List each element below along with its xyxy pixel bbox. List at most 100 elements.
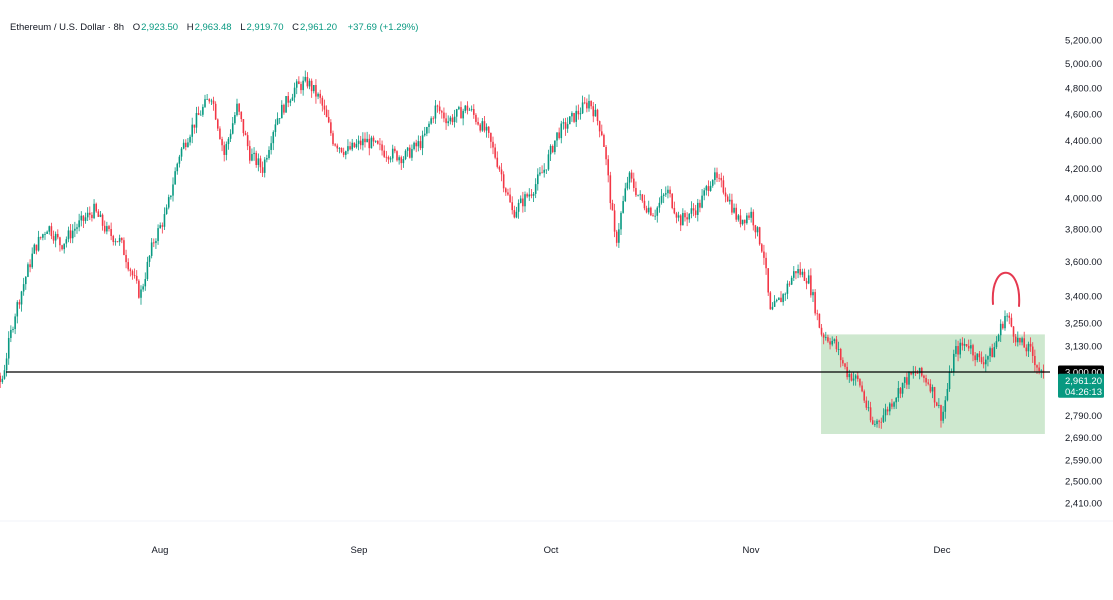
candle-body	[458, 107, 460, 110]
candle-body	[716, 172, 718, 178]
candle	[886, 406, 889, 416]
candle	[430, 116, 432, 125]
candle	[1010, 313, 1013, 328]
candle	[7, 331, 10, 365]
candle	[278, 118, 281, 124]
candle	[54, 231, 57, 248]
candle	[302, 76, 304, 96]
candle	[445, 112, 447, 130]
candle-body	[665, 193, 667, 195]
candle-body	[285, 96, 287, 113]
candle-body	[118, 237, 121, 242]
candle	[901, 382, 904, 398]
candle	[443, 107, 445, 123]
candle-body	[660, 195, 663, 203]
candle-body	[522, 198, 524, 207]
candle-body	[901, 382, 904, 394]
price-axis[interactable]: 5,200.00 5,000.00 4,800.00 4,600.00 4,400.00…	[1065, 36, 1102, 510]
candle	[330, 119, 332, 136]
candle-body	[353, 142, 356, 148]
candle	[266, 154, 268, 163]
candle	[620, 211, 622, 235]
time-axis[interactable]: Aug Sep Oct Nov Dec	[0, 520, 1113, 556]
candle	[1029, 337, 1032, 352]
price-tick-label: 2,790.00	[1065, 411, 1102, 422]
candle-body	[1010, 317, 1013, 327]
candle	[581, 95, 584, 114]
candle-body	[534, 184, 537, 194]
candle-body	[940, 405, 942, 421]
candle	[865, 396, 868, 411]
candle	[362, 132, 364, 151]
candle-body	[50, 226, 53, 237]
candle	[622, 195, 624, 214]
candle-body	[820, 327, 823, 335]
candle	[970, 339, 972, 355]
candle	[415, 139, 417, 153]
candle	[101, 213, 104, 231]
candle	[694, 204, 697, 218]
candle-body	[406, 147, 409, 151]
candle	[547, 149, 550, 171]
candle	[679, 214, 682, 232]
candle-body	[347, 146, 349, 152]
candle	[99, 211, 102, 218]
candle	[667, 185, 669, 199]
candle	[325, 105, 328, 118]
candle	[413, 141, 415, 151]
candle-body	[253, 152, 255, 155]
candle-body	[910, 372, 912, 375]
candle-body	[46, 231, 48, 234]
candle	[626, 176, 629, 191]
candle	[748, 212, 750, 220]
candle-body	[131, 271, 134, 276]
candle-body	[752, 211, 755, 226]
candle	[650, 206, 652, 217]
candle-body	[110, 229, 112, 237]
candle-body	[415, 142, 417, 147]
candle	[82, 215, 85, 228]
candle-body	[334, 144, 336, 146]
candle-body	[1040, 370, 1043, 372]
candle	[321, 95, 324, 112]
candle	[741, 219, 744, 226]
candle	[579, 107, 582, 120]
candle	[144, 272, 147, 291]
candle	[940, 404, 942, 428]
candle	[660, 188, 663, 205]
candle-body	[737, 215, 740, 220]
candle-body	[880, 421, 883, 423]
candle	[131, 269, 134, 280]
candle-body	[558, 132, 560, 139]
candle	[133, 268, 136, 279]
candle	[468, 107, 471, 111]
candle-body	[991, 348, 993, 358]
candle-body	[246, 135, 249, 147]
top-arc-annotation[interactable]	[991, 271, 1021, 307]
candle	[735, 203, 737, 222]
candle-body	[31, 253, 33, 268]
candle	[709, 181, 712, 192]
candle	[481, 117, 484, 132]
candle-body	[684, 213, 686, 218]
candle	[961, 337, 964, 351]
candle-body	[385, 156, 388, 158]
candle-body	[667, 189, 669, 194]
candle-body	[763, 251, 765, 258]
candle-body	[362, 138, 364, 146]
candle-body	[925, 377, 927, 383]
candle	[458, 105, 460, 111]
candle-body	[1012, 326, 1015, 337]
candle	[274, 119, 277, 137]
candle	[240, 111, 243, 122]
open-value: 2,923.50	[141, 22, 179, 33]
candle-body	[281, 104, 283, 119]
close-label: C	[292, 22, 299, 33]
candle	[161, 222, 164, 234]
candle-body	[313, 85, 315, 92]
candle	[364, 132, 366, 148]
candle	[176, 162, 179, 175]
candle-body	[123, 240, 125, 255]
consolidation-zone[interactable]	[821, 334, 1045, 434]
